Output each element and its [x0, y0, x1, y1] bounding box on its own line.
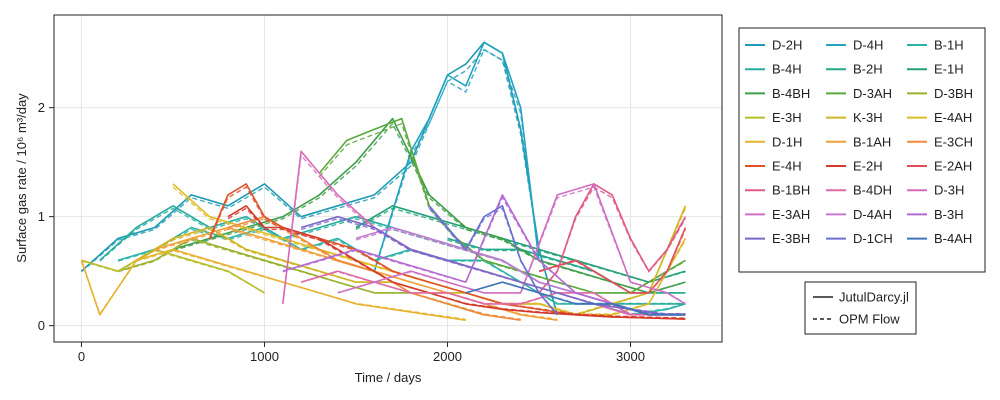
series-dashed-line-d-2h — [81, 48, 558, 315]
series-line-d-4h — [373, 41, 540, 272]
legend-label-d-3ah: D-3AH — [853, 86, 892, 101]
line-style-legend-frame — [804, 281, 917, 335]
legend-label-b-4h: B-4H — [772, 62, 802, 77]
legend-label-b-1h: B-1H — [934, 38, 964, 53]
legend-label-k-3h: K-3H — [853, 110, 883, 125]
legend-label-b-3h: B-3H — [934, 207, 964, 222]
series-legend: D-2H D-4H B-1H B-4H B-2H E-1H B-4BH D-3AH D-3BH E… — [738, 27, 986, 273]
x-tick-label: 1000 — [250, 349, 279, 364]
series-dashed-line-e-3ah — [337, 186, 686, 305]
x-axis-title: Time / days — [355, 370, 422, 385]
x-tick-label: 2000 — [433, 349, 462, 364]
series-dashed-line-d-1ch — [428, 207, 558, 315]
legend-label-d-2h: D-2H — [772, 38, 802, 53]
series-line-b-4bh — [172, 117, 686, 294]
legend-label-e-3ah: E-3AH — [772, 207, 810, 222]
series-dashed-line-e-4ah — [172, 186, 687, 315]
x-tick-label: 0 — [78, 349, 85, 364]
legend-label-e-2h: E-2H — [853, 159, 883, 174]
legend-label-e-3ch: E-3CH — [934, 134, 973, 149]
series-dashed-line-b-1bh — [538, 186, 687, 294]
series-group — [80, 41, 687, 321]
plot-frame — [53, 14, 723, 343]
legend-label-d-3h: D-3H — [934, 183, 964, 198]
series-dashed-line-e-3bh — [300, 218, 686, 315]
line-style-label-dashed: OPM Flow — [839, 312, 900, 327]
legend-label-d-3bh: D-3BH — [934, 86, 973, 101]
legend-label-b-4dh: B-4DH — [853, 183, 892, 198]
legend-label-e-3h: E-3H — [772, 110, 802, 125]
legend-frame — [738, 27, 986, 273]
series-dashed-line-b-4bh — [172, 122, 686, 294]
series-dashed-line-b-4dh — [300, 270, 686, 315]
y-tick-label: 1 — [38, 209, 45, 224]
line-style-legend: JutulDarcy.jl OPM Flow — [804, 281, 917, 335]
legend-label-b-1ah: B-1AH — [853, 134, 891, 149]
y-tick-label: 0 — [38, 318, 45, 333]
legend-label-b-1bh: B-1BH — [772, 183, 810, 198]
legend-label-e-1h: E-1H — [934, 62, 964, 77]
legend-label-d-1ch: D-1CH — [853, 231, 893, 246]
series-dashed-line-b-2h — [447, 239, 686, 294]
grid — [54, 15, 722, 342]
series-dashed-line-b-4ah — [465, 281, 686, 315]
series-line-b-4dh — [300, 270, 686, 316]
line-style-label-solid: JutulDarcy.jl — [839, 290, 909, 305]
series-dashed-line-d-1h — [80, 249, 466, 320]
plot-background — [54, 15, 722, 342]
legend-label-b-4ah: B-4AH — [934, 231, 972, 246]
legend-label-b-2h: B-2H — [853, 62, 883, 77]
y-tick-label: 2 — [38, 100, 45, 115]
legend-label-d-4ah: D-4AH — [853, 207, 892, 222]
series-line-d-1ch — [428, 205, 558, 316]
series-dashed-line-e-2ah — [538, 229, 687, 294]
legend-label-b-4bh: B-4BH — [772, 86, 810, 101]
legend-label-d-4h: D-4H — [853, 38, 883, 53]
series-dashed-line-e-1h — [355, 207, 686, 284]
legend-label-e-3bh: E-3BH — [772, 231, 810, 246]
series-dashed-line-d-4h — [373, 48, 540, 272]
y-axis-title: Surface gas rate / 10⁶ m³/day — [14, 93, 29, 263]
legend-label-e-4ah: E-4AH — [934, 110, 972, 125]
legend-label-e-2ah: E-2AH — [934, 159, 972, 174]
legend-label-e-4h: E-4H — [772, 159, 802, 174]
legend-label-d-1h: D-1H — [772, 134, 802, 149]
ticks: 0 1000 2000 3000 0 1 2 — [38, 100, 645, 364]
series-dashed-line-e-3h — [81, 249, 265, 294]
x-tick-label: 3000 — [616, 349, 645, 364]
